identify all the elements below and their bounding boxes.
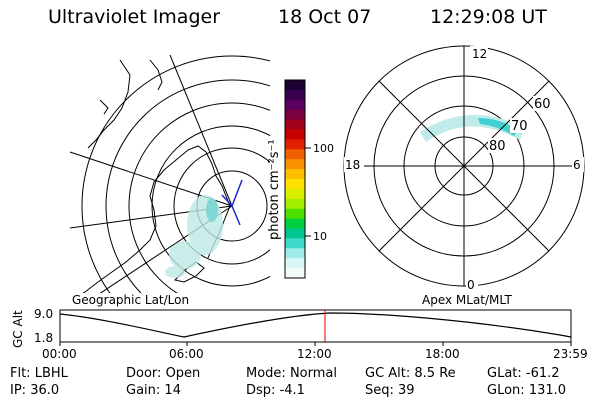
footer-glon: GLon: 131.0 [487,383,567,398]
footer-filter: Flt: LBHL [10,366,68,381]
colorbar-band [285,238,305,249]
colorbar-band [285,198,305,210]
colorbar-units-label: photon cm⁻²s⁻¹ [267,139,282,240]
colorbar-band [285,248,305,259]
colorbar-band [285,228,305,239]
colorbar-band [285,139,305,150]
colorbar-band [285,169,305,180]
footer-seq: Seq: 39 [365,383,415,398]
timeline-y-tick-max: 9.0 [34,307,53,321]
colorbar-band [285,208,305,220]
timeline-x-tick-1: 06:00 [169,347,204,361]
timeline-x-tick-3: 18:00 [425,347,460,361]
colorbar-tick-label-100: 100 [313,142,334,155]
footer-ip: IP: 36.0 [10,383,60,398]
mlt-label-noon: 12 [472,47,487,61]
colorbar-band [285,149,305,160]
colorbar-band [285,99,305,111]
colorbar-band [285,89,305,101]
observation-time: 12:29:08 UT [430,6,547,28]
colorbar-band [285,119,305,130]
mlt-label-dawn: 6 [573,158,581,172]
colorbar-band [285,268,305,279]
timeline-x-tick-2: 12:00 [297,347,332,361]
colorbar-band [285,218,305,229]
colorbar-band [285,109,305,121]
apex-panel-label: Apex MLat/MLT [422,293,512,307]
colorbar-frame [284,79,306,279]
observation-date: 18 Oct 07 [278,6,372,28]
colorbar [285,80,305,279]
mlat-label-60: 60 [534,97,551,112]
timeline-x-tick-0: 00:00 [42,347,77,361]
timeline-x-tick-4: 23:59 [553,347,588,361]
mlt-label-dusk: 18 [345,158,360,172]
mlt-label-midnight: 0 [467,278,475,292]
mlat-label-70: 70 [511,119,528,134]
altitude-curve [59,312,572,338]
footer-door: Door: Open [126,366,201,381]
colorbar-band [285,188,305,200]
colorbar-band [285,80,305,91]
footer-gc-alt: GC Alt: 8.5 Re [365,366,456,381]
geographic-map [69,54,270,293]
footer-dsp: Dsp: -4.1 [246,383,305,398]
apex-polar-plot [343,45,585,290]
timeline-y-tick-min: 1.8 [34,331,53,345]
footer-glat: GLat: -61.2 [487,366,560,381]
colorbar-band [285,129,305,140]
footer-mode: Mode: Normal [246,366,337,381]
timeline-axis-label: GC Alt [11,310,25,348]
colorbar-band [285,179,305,190]
mlat-label-80: 80 [489,139,506,154]
footer-gain: Gain: 14 [126,383,181,398]
app-title: Ultraviolet Imager [48,6,221,28]
altitude-timeline [59,309,572,346]
colorbar-band [285,258,305,269]
colorbar-tick-label-10: 10 [313,230,327,243]
geographic-panel-label: Geographic Lat/Lon [72,293,189,307]
colorbar-band [285,159,305,170]
